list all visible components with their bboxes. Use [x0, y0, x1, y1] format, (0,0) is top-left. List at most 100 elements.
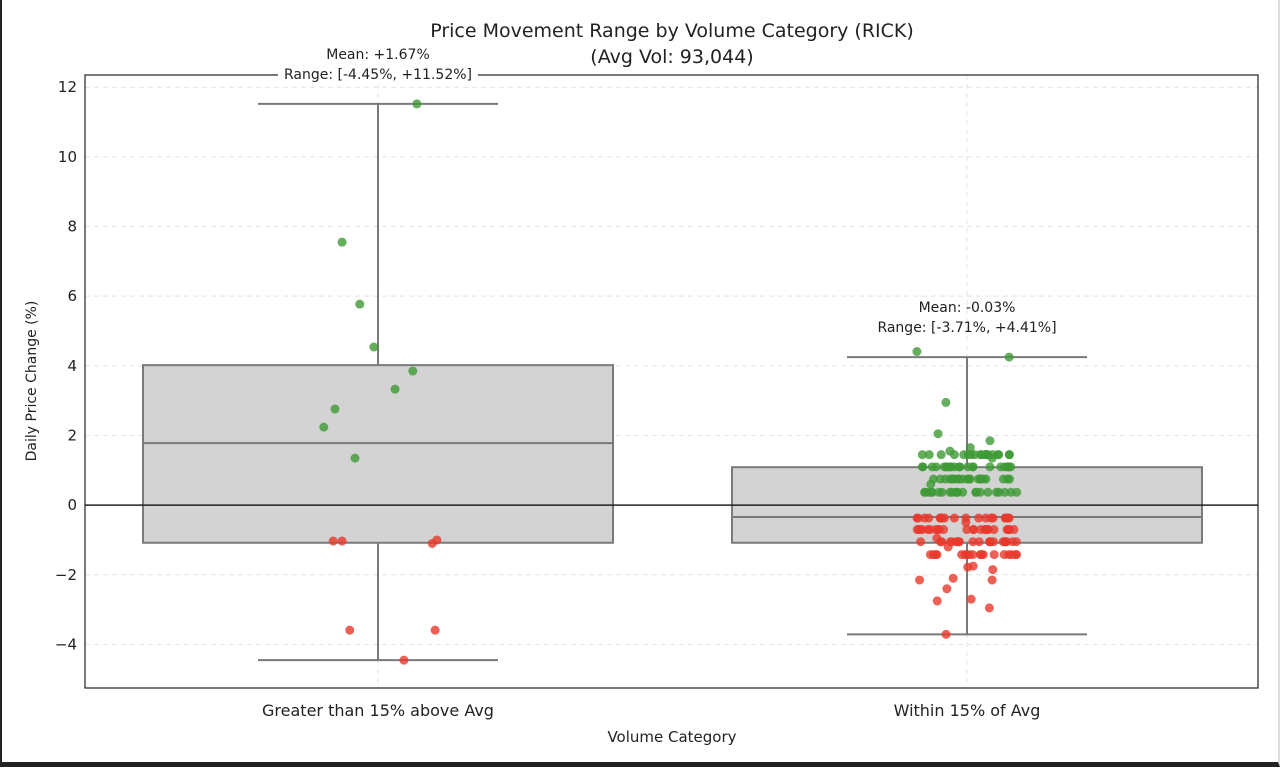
point-down [935, 513, 945, 523]
point-up [917, 450, 927, 460]
y-tick-label: 10 [58, 148, 77, 166]
point-up [958, 487, 968, 497]
point-up [941, 397, 951, 407]
point-up [985, 436, 995, 446]
point-down [949, 513, 959, 523]
point-down [968, 537, 978, 547]
box-annotation: Mean: +1.67% [326, 47, 430, 63]
box-annotation: Range: [-4.45%, +11.52%] [284, 67, 472, 83]
point-down [915, 525, 925, 535]
x-tick-label: Greater than 15% above Avg [262, 701, 494, 720]
point-up [935, 474, 945, 484]
point-up [993, 450, 1003, 460]
point-up [917, 462, 927, 472]
point-up [1003, 462, 1013, 472]
point-up [945, 474, 955, 484]
point-up [1012, 487, 1022, 497]
point-up [926, 479, 936, 489]
point-down [1001, 537, 1011, 547]
point-up [963, 450, 973, 460]
point-up [954, 462, 964, 472]
box-iqr [142, 364, 614, 544]
point-down [962, 525, 972, 535]
point-down [989, 550, 999, 560]
point-down [985, 537, 995, 547]
point-down [932, 533, 942, 543]
point-up [933, 429, 943, 439]
point-up [939, 462, 949, 472]
point-down [981, 513, 991, 523]
point-down [978, 550, 988, 560]
point-down [912, 513, 922, 523]
point-up [994, 487, 1004, 497]
point-down [988, 565, 998, 575]
y-tick-label: 8 [67, 218, 77, 236]
y-tick-label: 12 [58, 78, 77, 96]
y-tick-label: 4 [67, 357, 77, 375]
point-up [926, 487, 936, 497]
point-down [399, 655, 409, 665]
point-down [968, 525, 978, 535]
chart-title: Price Movement Range by Volume Category … [430, 20, 914, 42]
point-down [916, 537, 926, 547]
point-down [948, 573, 958, 583]
y-tick-label: −4 [55, 635, 77, 653]
point-down [987, 575, 997, 585]
point-down [1001, 513, 1011, 523]
point-up [412, 99, 422, 109]
point-up [985, 462, 995, 472]
point-down [941, 629, 951, 639]
point-down [961, 518, 971, 528]
point-up [350, 453, 360, 463]
y-axis-label: Daily Price Change (%) [24, 301, 40, 462]
point-down [954, 537, 964, 547]
box-annotation: Mean: -0.03% [919, 300, 1016, 316]
point-down [974, 537, 984, 547]
y-tick-label: −2 [55, 566, 77, 584]
point-down [933, 525, 943, 535]
point-down [915, 575, 925, 585]
point-down [345, 625, 355, 635]
point-up [962, 474, 972, 484]
point-down [984, 603, 994, 613]
box-annotation: Range: [-3.71%, +4.41%] [877, 320, 1056, 336]
point-up [981, 474, 991, 484]
plot-frame [84, 74, 1259, 689]
point-up [963, 462, 973, 472]
x-tick-label: Within 15% of Avg [894, 701, 1041, 720]
point-down [1004, 525, 1014, 535]
point-up [1004, 450, 1014, 460]
point-up [355, 299, 365, 309]
point-up [319, 422, 329, 432]
point-down [432, 535, 442, 545]
point-up [330, 404, 340, 414]
y-tick-label: 2 [67, 426, 77, 444]
point-up [983, 487, 993, 497]
point-up [924, 450, 934, 460]
point-up [912, 347, 922, 357]
point-up [970, 450, 980, 460]
point-up [949, 450, 959, 460]
point-up [1004, 352, 1014, 362]
point-up [337, 237, 347, 247]
point-down [964, 550, 974, 560]
point-up [936, 450, 946, 460]
point-up [920, 487, 930, 497]
chart-subtitle: (Avg Vol: 93,044) [590, 46, 753, 68]
point-down [430, 625, 440, 635]
y-tick-label: 0 [67, 496, 77, 514]
point-down [932, 596, 942, 606]
point-down [929, 550, 939, 560]
y-tick-label: 6 [67, 287, 77, 305]
point-down [963, 562, 973, 572]
point-down [966, 594, 976, 604]
point-down [328, 536, 338, 546]
point-up [998, 474, 1008, 484]
point-up [369, 342, 379, 352]
point-up [976, 450, 986, 460]
x-axis-label: Volume Category [607, 728, 736, 746]
point-up [934, 487, 944, 497]
point-up [408, 366, 418, 376]
